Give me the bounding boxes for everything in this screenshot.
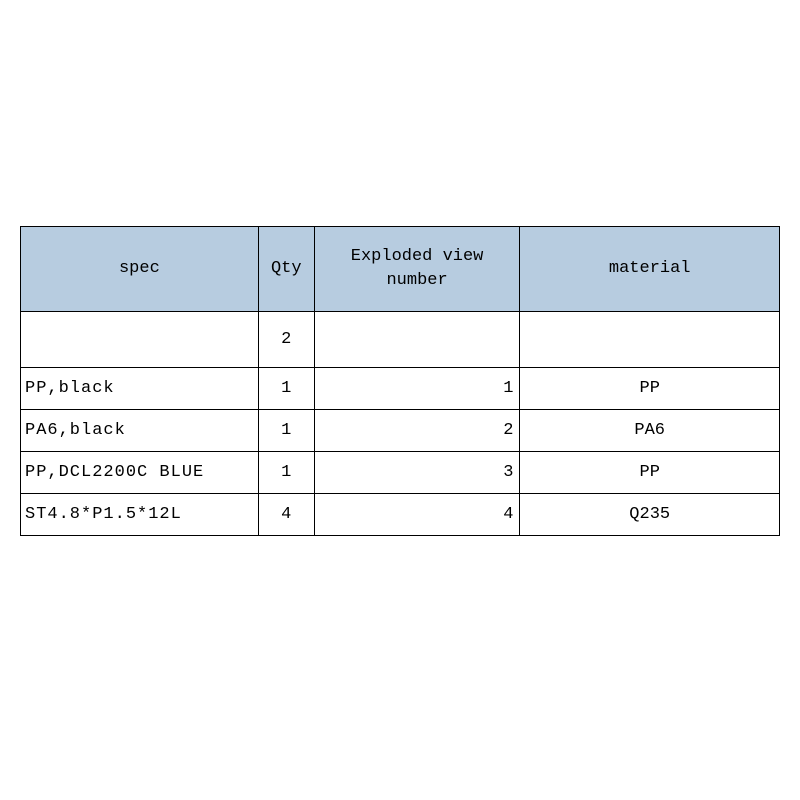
cell-material [520, 312, 780, 368]
cell-spec [21, 312, 259, 368]
header-row: spec Qty Exploded viewnumber material [21, 227, 780, 312]
cell-exploded [314, 312, 520, 368]
cell-material: Q235 [520, 494, 780, 536]
cell-qty: 4 [258, 494, 314, 536]
cell-spec: PP,DCL2200C BLUE [21, 452, 259, 494]
parts-table: spec Qty Exploded viewnumber material 2 … [20, 226, 780, 536]
cell-exploded: 4 [314, 494, 520, 536]
cell-spec: PP,black [21, 368, 259, 410]
table-row: ST4.8*P1.5*12L 4 4 Q235 [21, 494, 780, 536]
cell-material: PP [520, 368, 780, 410]
table-row: PP,DCL2200C BLUE 1 3 PP [21, 452, 780, 494]
header-exploded: Exploded viewnumber [314, 227, 520, 312]
parts-table-container: spec Qty Exploded viewnumber material 2 … [20, 226, 780, 536]
table-row: 2 [21, 312, 780, 368]
cell-exploded: 2 [314, 410, 520, 452]
cell-exploded: 1 [314, 368, 520, 410]
cell-exploded: 3 [314, 452, 520, 494]
table-row: PP,black 1 1 PP [21, 368, 780, 410]
cell-material: PA6 [520, 410, 780, 452]
cell-qty: 1 [258, 368, 314, 410]
cell-spec: ST4.8*P1.5*12L [21, 494, 259, 536]
header-spec: spec [21, 227, 259, 312]
header-qty: Qty [258, 227, 314, 312]
cell-spec: PA6,black [21, 410, 259, 452]
cell-qty: 1 [258, 410, 314, 452]
cell-material: PP [520, 452, 780, 494]
cell-qty: 1 [258, 452, 314, 494]
header-material: material [520, 227, 780, 312]
cell-qty: 2 [258, 312, 314, 368]
table-row: PA6,black 1 2 PA6 [21, 410, 780, 452]
